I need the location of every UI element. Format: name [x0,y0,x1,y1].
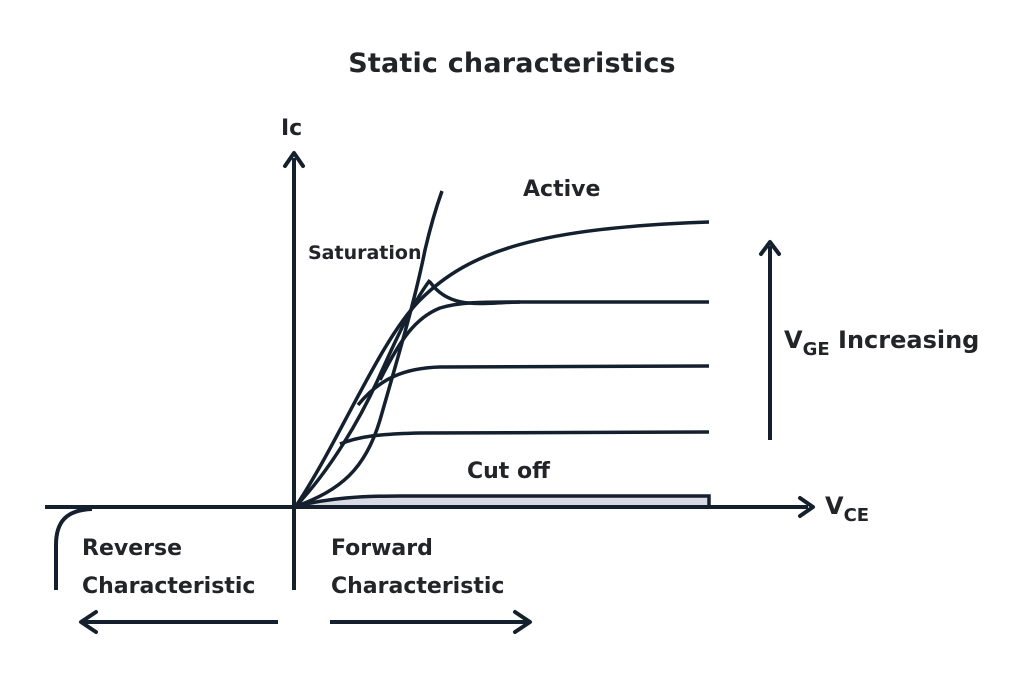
x-axis-label: VCE [825,492,869,526]
vge-curve-4 [428,280,709,306]
vge-arrowhead-icon [759,240,781,256]
cutoff-region [297,496,709,506]
forward-label-line2: Characteristic [331,574,505,599]
vge-curve-5 [294,220,710,507]
vge-curve-1-cutoff [296,494,711,508]
reverse-curve [54,507,93,590]
diagram-title: Static characteristics [348,48,676,79]
cutoff-region-label: Cut off [467,459,550,484]
forward-arrowhead-icon [513,610,532,634]
y-axis-label: Ic [281,116,303,141]
reverse-label-line2: Characteristic [82,574,256,599]
x-axis-arrowhead-icon [798,496,815,518]
reverse-characteristic-label: Reverse Characteristic [82,530,255,606]
reverse-label-line1: Reverse [82,536,182,561]
vge-curve-2 [339,430,710,446]
vge-curve-4-lower [378,300,521,381]
vce-label-main: V [825,492,844,520]
vce-label-sub: CE [843,505,870,526]
vge-label-rest: Increasing [829,326,980,354]
vge-label-sub: GE [802,339,830,360]
active-region-label: Active [523,177,601,202]
vge-label-main: V [784,326,803,354]
vge-curve-3 [356,364,710,407]
y-axis-arrowhead-icon [283,151,305,168]
saturation-region-label: Saturation [308,242,422,264]
forward-characteristic-label: Forward Characteristic [331,530,504,606]
saturation-line-right [296,190,444,508]
vge-increasing-label: VGE Increasing [784,326,979,360]
forward-label-line1: Forward [331,536,433,561]
reverse-arrowhead-icon [79,610,98,634]
